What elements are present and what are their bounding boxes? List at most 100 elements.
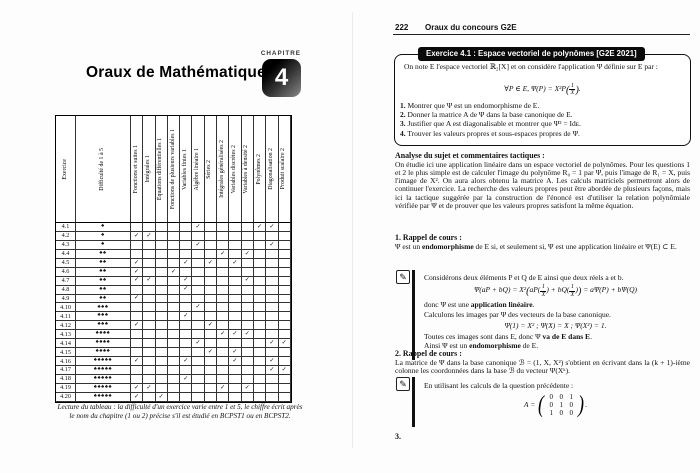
difficulty-cell: ♠ — [76, 240, 131, 250]
topic-cell — [241, 294, 254, 304]
topic-cell — [266, 303, 279, 313]
topic-cell — [180, 383, 193, 393]
formula-rparen: ) — [575, 84, 579, 96]
topic-cell: ✓ — [229, 348, 242, 358]
note1-line1: Considérons deux éléments P et Q de E ai… — [424, 272, 624, 282]
topic-cell — [229, 303, 242, 313]
topic-cell — [229, 231, 242, 241]
images-formula: Ψ(1) = X² ; Ψ(X) = X ; Ψ(X²) = 1. — [504, 320, 607, 330]
topic-cell — [241, 348, 254, 358]
topic-cell — [192, 231, 205, 241]
topic-cell — [253, 383, 267, 393]
topic-cell: ✓ — [266, 357, 279, 366]
matrix-entry: 1 — [569, 393, 573, 402]
topic-cell — [131, 312, 144, 322]
topic-cell — [204, 330, 218, 340]
topic-cell — [278, 321, 291, 331]
topic-cell — [253, 240, 267, 250]
difficulty-cell: ♠♠♠ — [76, 321, 131, 331]
linearity-formula: Ψ(aP + bQ) = X²(aP(1 X) + bQ(1 X)) = aΨ(P)… — [424, 284, 687, 298]
topic-cell — [266, 285, 279, 295]
topic-cell — [217, 374, 230, 384]
row-label: 4.6 — [56, 267, 76, 277]
pencil-icon: ✎ — [396, 270, 410, 284]
lin-p1: Ψ(aP + bQ) = X² — [474, 285, 527, 295]
topic-cell — [278, 223, 291, 232]
topic-cell — [204, 357, 218, 366]
matrix-a: A = (0 0 1 0 1 0 1 0 0). — [424, 393, 687, 417]
topic-cell — [266, 258, 279, 268]
topic-cell — [167, 321, 181, 331]
ainsi-pre: Ainsi Ψ est un — [424, 341, 470, 351]
running-header: Oraux du concours G2E — [425, 23, 517, 32]
topic-cell: ✓ — [241, 276, 254, 286]
topic-cell — [217, 276, 230, 286]
topic-cell — [217, 303, 230, 313]
topic-cell: ✓ — [155, 392, 168, 402]
topic-cell: ✓ — [241, 249, 254, 259]
matrix-lparen: ( — [538, 392, 545, 419]
difficulty-header: Difficulté de 1 à 5 — [76, 116, 131, 223]
topic-cell — [180, 348, 193, 358]
topic-cell — [155, 339, 168, 349]
exercise-question: 2. Donner la matrice A de Ψ dans la base… — [400, 110, 573, 120]
difficulty-cell: ♠♠♠♠ — [76, 330, 131, 340]
topic-cell: ✓ — [192, 303, 205, 313]
topic-cell — [167, 392, 181, 402]
topic-cell: ✓ — [180, 258, 193, 268]
topic-header: Variables finies 1 — [180, 116, 193, 223]
topic-cell — [155, 366, 168, 375]
matrix-rparen: ) — [578, 392, 585, 419]
topic-cell — [278, 357, 291, 366]
row-label: 4.12 — [56, 321, 76, 331]
topic-cell — [241, 321, 254, 331]
topic-cell — [131, 285, 144, 295]
row-label: 4.9 — [56, 294, 76, 304]
topic-cell: ✓ — [253, 223, 267, 232]
topic-cell: ✓ — [192, 240, 205, 250]
topic-cell — [204, 294, 218, 304]
topic-cell — [278, 383, 291, 393]
topic-cell — [278, 285, 291, 295]
topic-cell — [278, 249, 291, 259]
topic-cell — [155, 285, 168, 295]
topic-cell — [253, 339, 267, 349]
topic-cell: ✓ — [278, 366, 291, 375]
topic-cell: ✓ — [143, 276, 156, 286]
topic-cell — [266, 392, 279, 402]
topic-cell — [131, 249, 144, 259]
topic-header: Polynômes 2 — [253, 116, 267, 223]
chapter-title: Oraux de Mathématiques — [86, 64, 275, 81]
topic-cell — [217, 258, 230, 268]
difficulty-cell: ♠♠♠♠ — [76, 339, 131, 349]
exercise-formula: ∀P ∈ E, Ψ(P) = X²P(1 X). — [404, 83, 681, 97]
recall1-pre: Ψ est un — [395, 241, 422, 251]
topic-cell — [131, 348, 144, 358]
toutes-bold: va de E dans E — [542, 331, 591, 341]
row-label: 4.13 — [56, 330, 76, 340]
matrix-entry: 0 — [549, 393, 553, 402]
topic-cell — [143, 285, 156, 295]
matrix-prefix: A = — [523, 400, 536, 410]
difficulty-cell: ♠♠ — [76, 276, 131, 286]
topic-cell: ✓ — [167, 267, 181, 277]
lin-p4: = aΨ(P) + bΨ(Q) — [581, 285, 637, 295]
topic-cell — [180, 240, 193, 250]
topic-cell: ✓ — [180, 374, 193, 384]
topic-cell — [155, 330, 168, 340]
topic-cell — [204, 223, 218, 232]
topic-cell — [155, 231, 168, 241]
note2-line1: En utilisant les calculs de la question … — [424, 381, 574, 390]
row-label: 4.19 — [56, 383, 76, 393]
topic-cell — [278, 258, 291, 268]
topic-cell — [266, 321, 279, 331]
topic-cell — [253, 392, 267, 402]
topic-cell — [167, 258, 181, 268]
topic-cell: ✓ — [266, 339, 279, 349]
row-label: 4.5 — [56, 258, 76, 268]
topic-cell — [155, 249, 168, 259]
note1-donc: donc Ψ est une application linéaire. — [424, 300, 687, 309]
topic-cell — [229, 276, 242, 286]
difficulty-cell: ♠♠♠♠♠ — [76, 357, 131, 366]
lin-s1: aP( — [529, 285, 541, 295]
